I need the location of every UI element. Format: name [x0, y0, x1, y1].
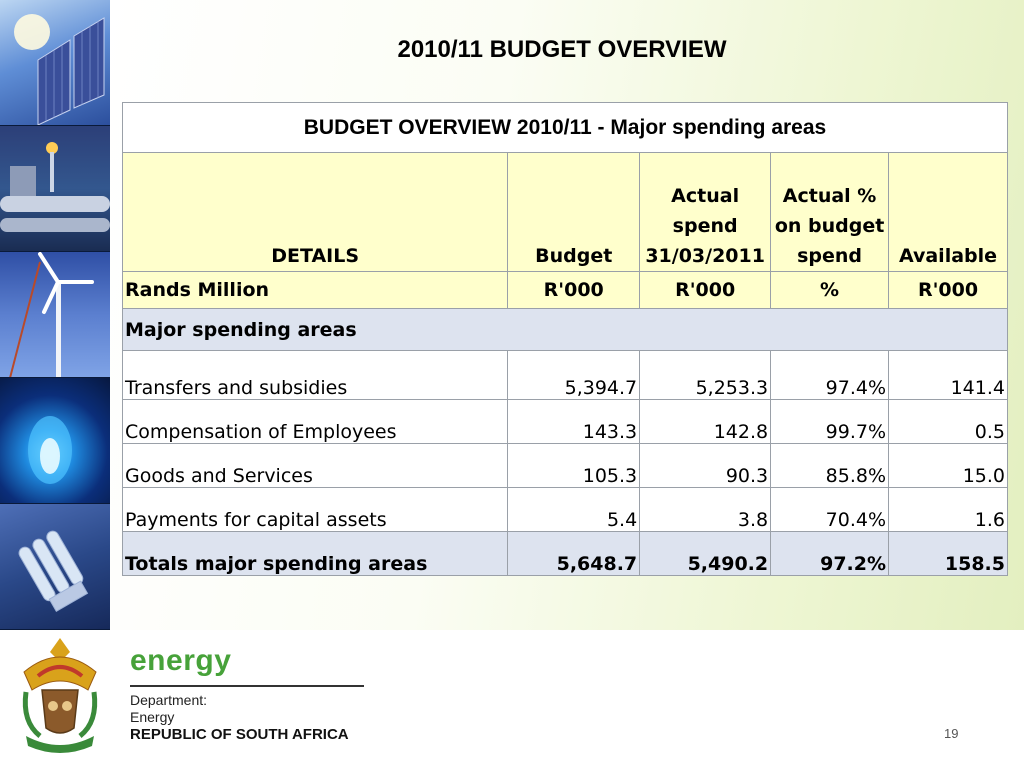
page-number: 19: [944, 726, 959, 741]
table-caption-row: BUDGET OVERVIEW 2010/11 - Major spending…: [122, 102, 1008, 153]
row-actual-spend: 3.8: [639, 487, 772, 532]
gas-flame-image: [0, 378, 110, 504]
country-label: REPUBLIC OF SOUTH AFRICA: [130, 726, 349, 743]
total-label: Totals major spending areas: [121, 531, 509, 576]
solar-panel-image: [0, 0, 110, 126]
total-available: 158.5: [888, 531, 1008, 576]
energy-image-strip: [0, 0, 110, 630]
header-budget: Budget: [507, 152, 641, 272]
header-actual-spend-line: spend: [672, 215, 738, 237]
footer: energy Department: Energy REPUBLIC OF SO…: [0, 630, 1024, 768]
department-label: Department: Energy: [130, 692, 207, 726]
header-actual-spend: Actual spend 31/03/2011: [639, 152, 772, 272]
row-actual-spend: 142.8: [639, 399, 772, 444]
row-available: 15.0: [888, 443, 1008, 488]
units-cell: Rands Million: [121, 271, 509, 309]
row-label: Transfers and subsidies: [121, 350, 509, 400]
section-label: Major spending areas: [122, 308, 1008, 351]
row-actual-percent: 97.4%: [770, 350, 890, 400]
department-line: Energy: [130, 709, 175, 725]
table-caption: BUDGET OVERVIEW 2010/11 - Major spending…: [122, 102, 1008, 153]
row-actual-spend: 90.3: [639, 443, 772, 488]
row-actual-percent: 70.4%: [770, 487, 890, 532]
total-budget: 5,648.7: [507, 531, 641, 576]
header-actual-percent-line: spend: [797, 245, 863, 267]
pipeline-image: [0, 126, 110, 252]
header-actual-spend-line: Actual: [671, 185, 740, 207]
row-actual-percent: 99.7%: [770, 399, 890, 444]
total-row: Totals major spending areas 5,648.7 5,49…: [121, 531, 1008, 576]
wind-turbine-image: [0, 252, 110, 378]
row-available: 141.4: [888, 350, 1008, 400]
row-label: Goods and Services: [121, 443, 509, 488]
units-cell: R'000: [888, 271, 1008, 309]
section-row: Major spending areas: [122, 308, 1008, 351]
units-cell: R'000: [639, 271, 772, 309]
table-row: Goods and Services 105.3 90.3 85.8% 15.0: [121, 443, 1008, 488]
row-budget: 143.3: [507, 399, 641, 444]
row-label: Payments for capital assets: [121, 487, 509, 532]
units-cell: R'000: [507, 271, 641, 309]
table-row: Compensation of Employees 143.3 142.8 99…: [121, 399, 1008, 444]
table-row: Payments for capital assets 5.4 3.8 70.4…: [121, 487, 1008, 532]
row-available: 1.6: [888, 487, 1008, 532]
total-actual-spend: 5,490.2: [639, 531, 772, 576]
brand-energy-wordmark: energy: [130, 644, 232, 677]
row-budget: 105.3: [507, 443, 641, 488]
row-budget: 5.4: [507, 487, 641, 532]
units-cell: %: [770, 271, 890, 309]
header-details: DETAILS: [121, 152, 509, 272]
header-actual-percent: Actual % on budget spend: [770, 152, 890, 272]
slide-title: 2010/11 BUDGET OVERVIEW: [397, 36, 727, 63]
table-row: Transfers and subsidies 5,394.7 5,253.3 …: [121, 350, 1008, 400]
energy-saving-bulb-image: [0, 504, 110, 630]
header-available: Available: [888, 152, 1008, 272]
table-header-row: DETAILS Budget Actual spend 31/03/2011 A…: [121, 152, 1008, 272]
header-actual-percent-line: on budget: [774, 215, 885, 237]
row-actual-percent: 85.8%: [770, 443, 890, 488]
row-actual-spend: 5,253.3: [639, 350, 772, 400]
coat-of-arms-icon: [12, 632, 108, 756]
units-row: Rands Million R'000 R'000 % R'000: [121, 271, 1008, 309]
brand-divider: [130, 685, 364, 687]
row-label: Compensation of Employees: [121, 399, 509, 444]
department-line: Department:: [130, 692, 208, 708]
row-available: 0.5: [888, 399, 1008, 444]
budget-table: BUDGET OVERVIEW 2010/11 - Major spending…: [121, 102, 1008, 576]
total-actual-percent: 97.2%: [770, 531, 890, 576]
row-budget: 5,394.7: [507, 350, 641, 400]
header-actual-percent-line: Actual %: [782, 185, 877, 207]
header-actual-spend-line: 31/03/2011: [645, 245, 765, 267]
